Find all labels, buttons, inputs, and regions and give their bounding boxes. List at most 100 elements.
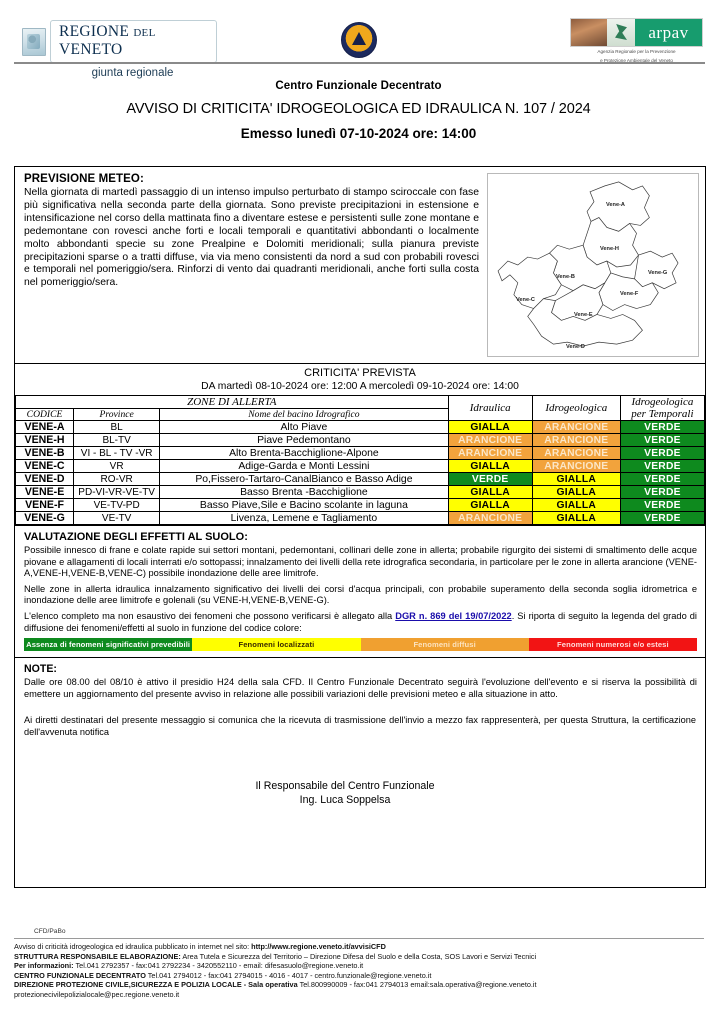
issue-datetime: Emesso lunedì 07-10-2024 ore: 14:00 xyxy=(240,126,477,141)
row-bacino: Piave Pedemontano xyxy=(159,433,449,447)
col-idraulica: Idraulica xyxy=(447,395,533,421)
footer-informazioni-label: Per informazioni: xyxy=(14,961,74,971)
row-codice: VENE-E xyxy=(14,485,75,499)
table-header-group-row: ZONE DI ALLERTA Idraulica Idrogeologica … xyxy=(15,395,706,421)
table-row: VENE-H BL-TV Piave Pedemontano ARANCIONE… xyxy=(14,433,706,447)
row-codice: VENE-A xyxy=(14,420,75,434)
row-province: VR xyxy=(73,459,161,473)
footer-informazioni-text: Tel.041 2792357 - fax:041 2792234 - 3420… xyxy=(73,961,364,971)
row-bacino: Alto Brenta-Bacchiglione-Alpone xyxy=(159,446,449,460)
cell-temporali: VERDE xyxy=(619,433,706,447)
row-codice: VENE-G xyxy=(14,511,75,525)
footer-publication-line: Avviso di criticità idrogeologica ed idr… xyxy=(14,942,704,952)
cell-idrogeologica: ARANCIONE xyxy=(531,459,621,473)
arpav-caption-line1: Agenzia Regionale per la Prevenzione xyxy=(597,49,676,54)
criticita-header: CRITICITA' PREVISTA DA martedì 08-10-202… xyxy=(15,363,705,395)
cell-idraulica: GIALLA xyxy=(447,485,533,499)
footer-cfd-text: Tel.041 2794012 - fax:041 2794015 - 4016… xyxy=(145,970,432,980)
subtitle-centro-funzionale: Centro Funzionale Decentrato xyxy=(275,80,442,92)
valutazione-paragraph-3: L'elenco completo ma non esaustivo dei f… xyxy=(24,611,697,634)
table-row: VENE-B VI - BL - TV -VR Alto Brenta-Bacc… xyxy=(14,446,706,460)
dgr-link[interactable]: DGR n. 869 del 19/07/2022 xyxy=(395,610,512,621)
cell-idraulica: GIALLA xyxy=(447,459,533,473)
map-zone-label: Vene-B xyxy=(556,274,575,280)
footer-pub-text: Avviso di criticità idrogeologica ed idr… xyxy=(14,942,252,951)
arpav-photo-icon xyxy=(571,19,607,46)
footer-pec-line: protezionecivilepolizialocale@pec.region… xyxy=(14,989,180,999)
alert-levels-table: ZONE DI ALLERTA Idraulica Idrogeologica … xyxy=(14,395,706,525)
valutazione-paragraph-2: Nelle zone in allerta idraulica innalzam… xyxy=(24,583,697,606)
row-province: RO-VR xyxy=(73,472,161,486)
table-row: VENE-D RO-VR Po,Fissero-Tartaro-CanalBia… xyxy=(14,472,706,486)
signature-block: Il Responsabile del Centro Funzionale In… xyxy=(15,779,705,807)
dgr-text-after: . Si riporta di seguito la legenda del g… xyxy=(24,610,697,633)
footer-informazioni-line: Per informazioni: Tel.041 2792357 - fax:… xyxy=(14,961,704,971)
destinatari-notice: Ai diretti destinatari del presente mess… xyxy=(24,715,696,737)
map-zone-label: Vene-F xyxy=(620,291,639,297)
cell-temporali: VERDE xyxy=(619,459,706,473)
logo-veneto-word: VENETO xyxy=(59,41,123,58)
cell-idraulica: GIALLA xyxy=(447,498,533,512)
cell-idraulica: GIALLA xyxy=(447,420,533,434)
page-title: AVVISO DI CRITICITA' IDROGEOLOGICA ED ID… xyxy=(126,101,591,117)
cell-idrogeologica: ARANCIONE xyxy=(531,446,621,460)
table-row: VENE-F VE-TV-PD Basso Piave,Sile e Bacin… xyxy=(14,498,706,512)
cell-temporali: VERDE xyxy=(619,472,706,486)
document-titles: Centro Funzionale Decentrato AVVISO DI C… xyxy=(0,80,717,141)
protezione-civile-logo xyxy=(340,22,377,60)
table-header-row: CODICE Province Nome del bacino Idrograf… xyxy=(14,408,705,421)
arpav-caption-line2: e Protezione Ambientale del Veneto xyxy=(600,57,673,63)
signature-name: Ing. Luca Soppelsa xyxy=(299,793,391,806)
cell-idrogeologica: GIALLA xyxy=(531,472,621,486)
zone-di-allerta-header: ZONE DI ALLERTA xyxy=(15,395,449,409)
footer-website-url[interactable]: http://www.regione.veneto.it/avvisiCFD xyxy=(251,942,386,951)
legend-item-rossa: Fenomeni numerosi e/o estesi xyxy=(528,638,697,652)
veneto-crest-icon xyxy=(22,27,46,56)
cell-temporali: VERDE xyxy=(619,420,706,434)
cfd-reference-tag: CFD/PaBo xyxy=(34,928,66,935)
col-idrogeologica-temporali: Idrogeologica per Temporali xyxy=(619,395,706,421)
criticita-period: DA martedì 08-10-2024 ore: 12:00 A merco… xyxy=(201,381,519,392)
table-row: VENE-G VE-TV Livenza, Lemene e Tagliamen… xyxy=(14,511,706,525)
table-row: VENE-E PD-VI-VR-VE-TV Basso Brenta -Bacc… xyxy=(14,485,706,499)
cell-idraulica: ARANCIONE xyxy=(447,511,533,525)
col-codice: CODICE xyxy=(14,408,75,421)
cell-idrogeologica: GIALLA xyxy=(531,485,621,499)
arpav-wordmark: arpav xyxy=(635,19,702,46)
main-content-frame: PREVISIONE METEO: Nella giornata di mart… xyxy=(14,166,706,888)
cell-idrogeologica: ARANCIONE xyxy=(531,420,621,434)
arpav-lion-icon xyxy=(607,19,635,46)
row-province: VE-TV xyxy=(73,511,161,525)
footer-struttura-text: Area Tutela e Sicurezza del Territorio –… xyxy=(180,951,537,961)
map-zone-label: Vene-C xyxy=(516,297,535,303)
row-bacino: Adige-Garda e Monti Lessini xyxy=(159,459,449,473)
logo-giunta-regionale: giunta regionale xyxy=(91,67,174,79)
criticita-title: CRITICITA' PREVISTA xyxy=(304,367,416,379)
document-header: REGIONE DEL VENETO giunta regionale arpa… xyxy=(0,0,717,79)
cell-idrogeologica: GIALLA xyxy=(531,511,621,525)
footer-struttura-label: STRUTTURA RESPONSABILE ELABORAZIONE: xyxy=(14,951,181,961)
row-codice: VENE-D xyxy=(14,472,75,486)
logo-del-word: DEL xyxy=(133,27,156,39)
row-codice: VENE-B xyxy=(14,446,75,460)
shield-icon xyxy=(340,22,377,58)
row-bacino: Basso Piave,Sile e Bacino scolante in la… xyxy=(159,498,449,512)
row-bacino: Basso Brenta -Bacchiglione xyxy=(159,485,449,499)
color-code-legend: Assenza di fenomeni significativi preved… xyxy=(24,638,697,652)
previsione-meteo-body: Nella giornata di martedì passaggio di u… xyxy=(24,187,479,289)
bottom-spacer xyxy=(15,807,705,887)
col-province: Province xyxy=(73,408,161,421)
map-canvas: Vene-A Vene-H Vene-G Vene-B Vene-C Vene-… xyxy=(487,173,699,357)
dgr-text-before: L'elenco completo ma non esaustivo dei f… xyxy=(24,610,396,621)
note-heading: NOTE: xyxy=(24,663,57,676)
table-row: VENE-A BL Alto Piave GIALLA ARANCIONE VE… xyxy=(14,420,706,434)
col-temporali-line2: per Temporali xyxy=(631,408,694,420)
cell-idraulica: VERDE xyxy=(447,472,533,486)
arpav-logo: arpav Agenzia Regionale per la Prevenzio… xyxy=(570,18,703,65)
footer-protezione-line: DIREZIONE PROTEZIONE CIVILE,SICUREZZA E … xyxy=(14,980,704,990)
row-bacino: Alto Piave xyxy=(159,420,449,434)
cell-idrogeologica: GIALLA xyxy=(531,498,621,512)
cell-idraulica: ARANCIONE xyxy=(447,433,533,447)
cell-temporali: VERDE xyxy=(619,511,706,525)
